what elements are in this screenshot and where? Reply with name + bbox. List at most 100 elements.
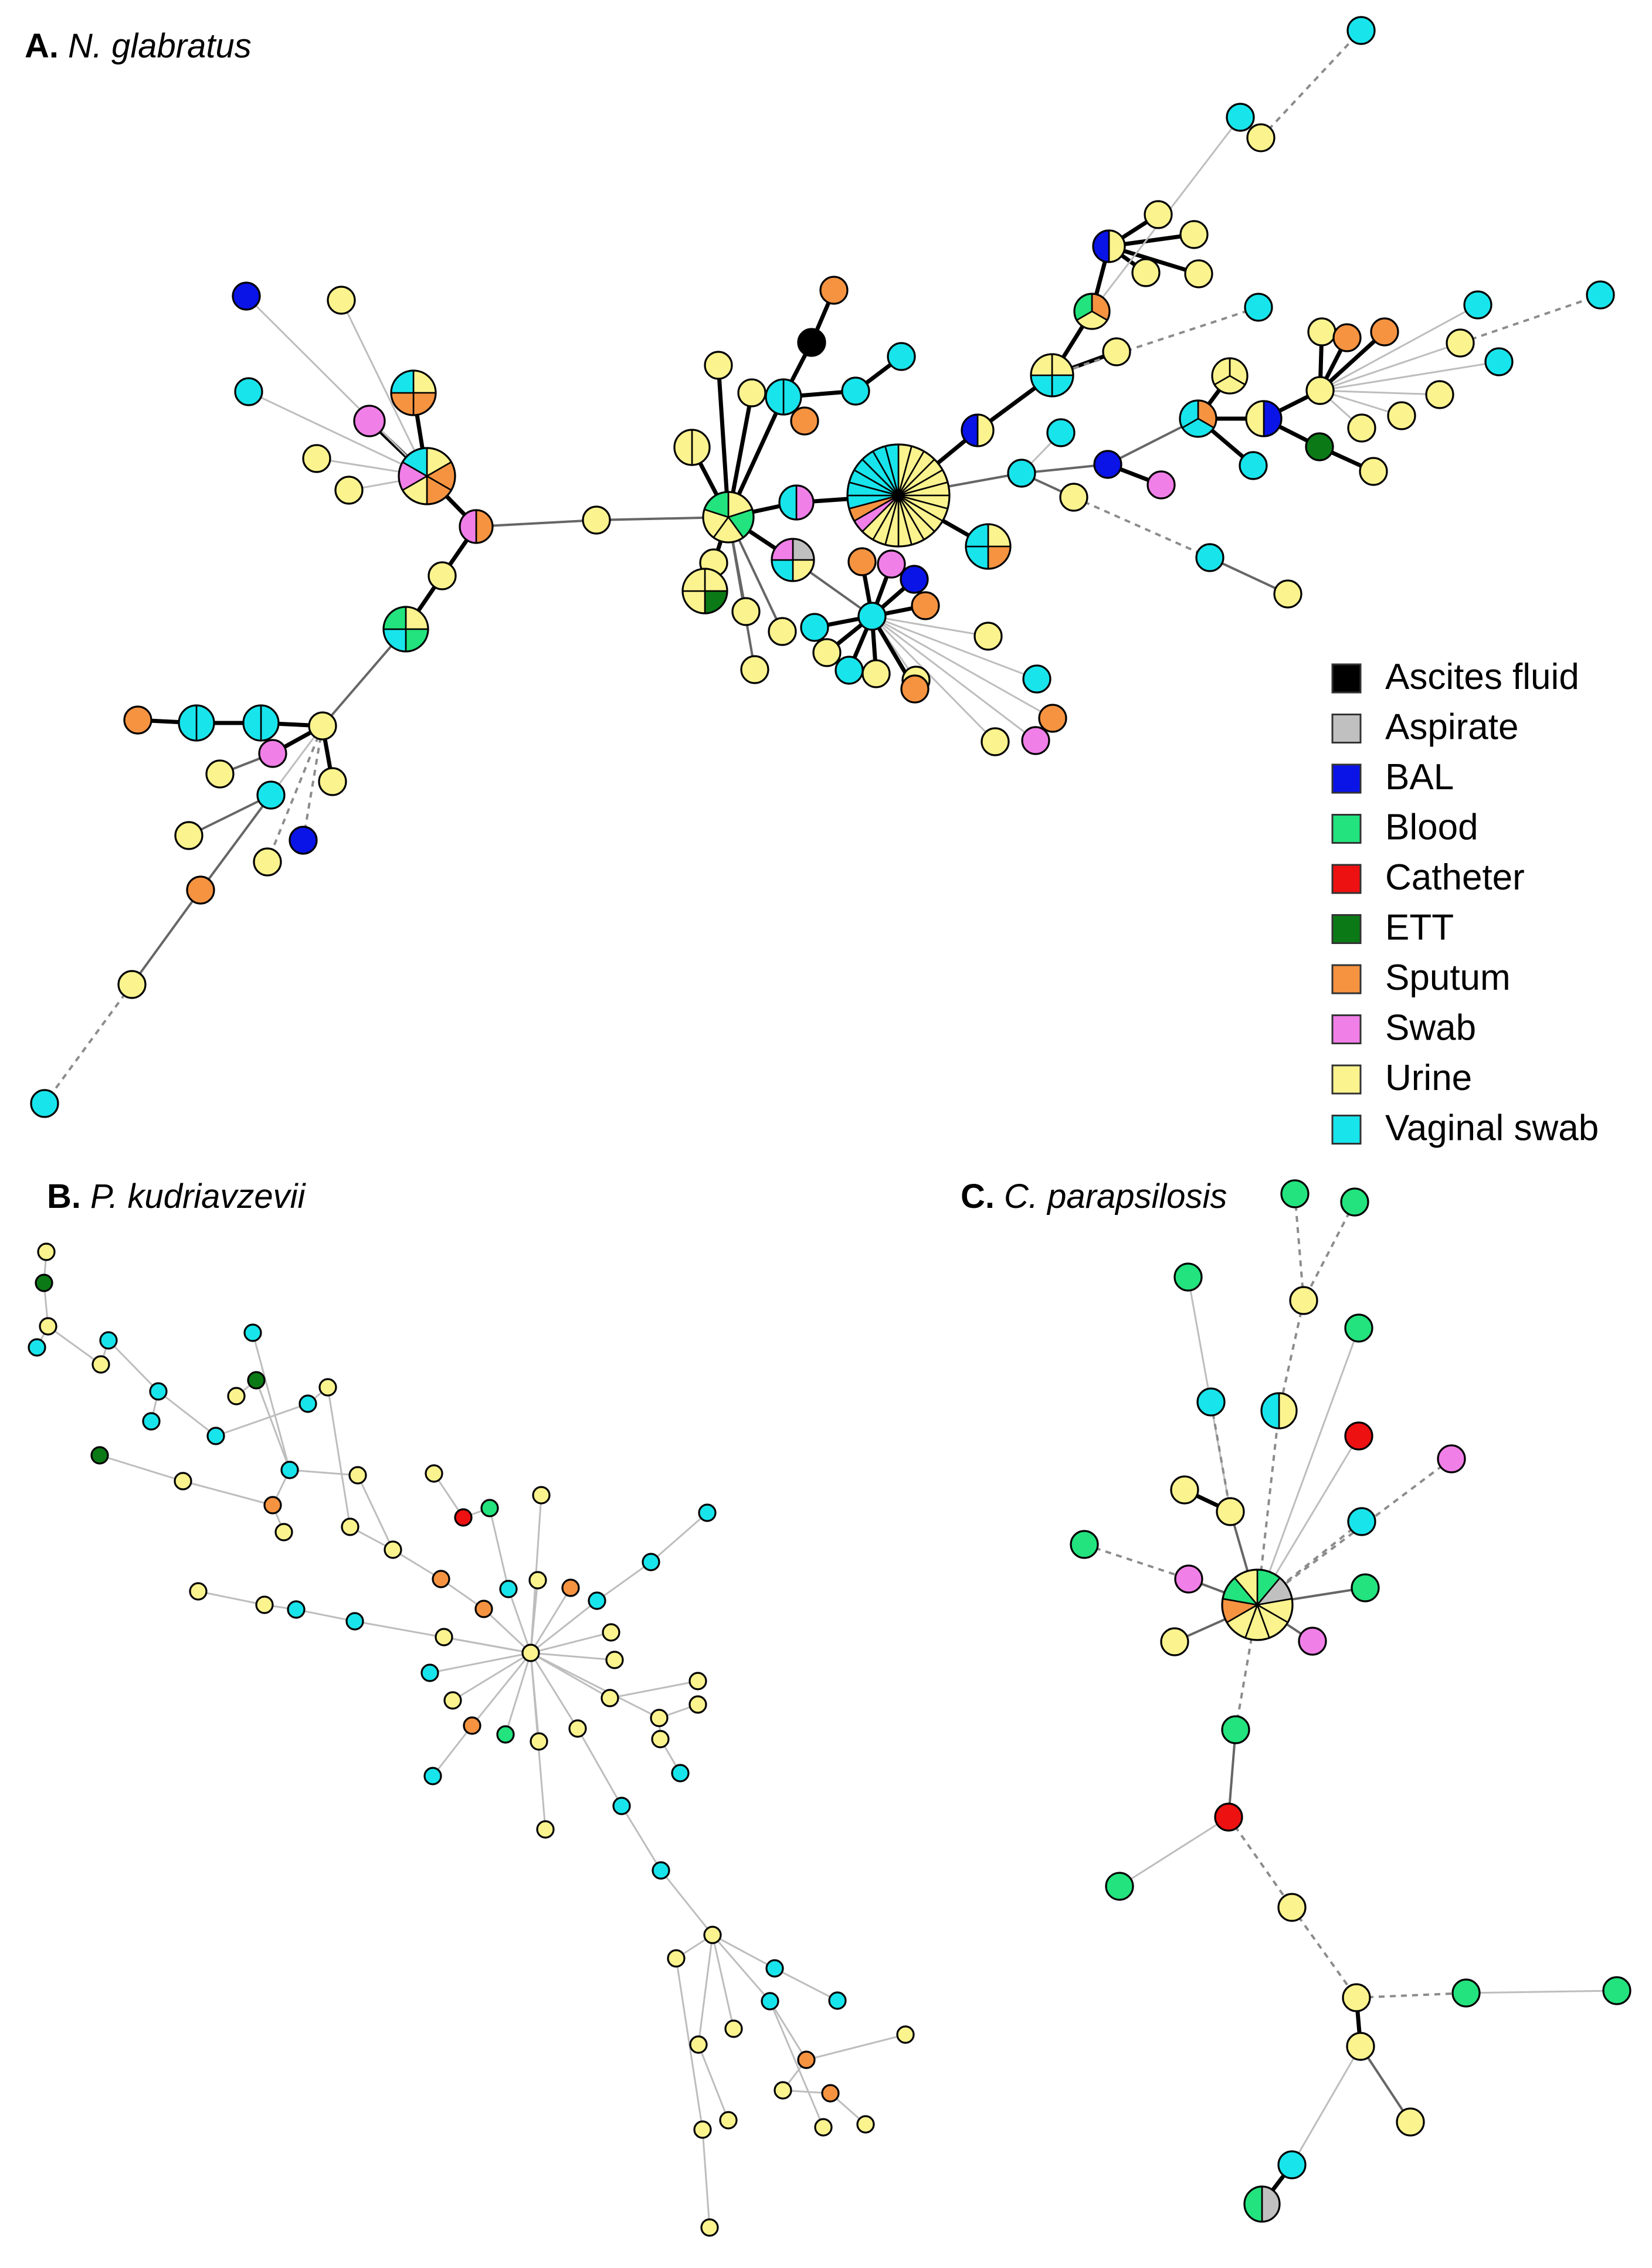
isolate-node-b72: [693, 2120, 712, 2139]
isolate-node-b69: [856, 2115, 875, 2134]
link-b63-b58: [711, 1934, 735, 2029]
isolate-node-c27: [1277, 2150, 1307, 2179]
isolate-node-cS2: [790, 406, 819, 436]
isolate-node-rV3: [1195, 543, 1224, 572]
isolate-node-c17: [1298, 1627, 1327, 1656]
isolate-node-b37: [605, 1651, 624, 1669]
legend-swatch-swab: [1331, 1014, 1362, 1044]
isolate-node-b50: [688, 1672, 707, 1690]
isolate-node-b9: [206, 1427, 225, 1445]
isolate-node-c6: [1196, 1387, 1226, 1417]
isolate-node-sV: [1239, 451, 1268, 480]
isolate-node-sU6: [1425, 380, 1454, 409]
isolate-node-rV4: [1244, 293, 1273, 322]
isolate-node-b53: [651, 1730, 670, 1748]
legend-label-sputum: Sputum: [1385, 958, 1511, 998]
isolate-node-b73: [700, 2218, 719, 2237]
isolate-node-c22: [1342, 1983, 1371, 2012]
legend-item-ascites: Ascites fluid: [1331, 657, 1579, 697]
isolate-node-b66: [774, 2081, 792, 2100]
isolate-node-b29: [528, 1571, 547, 1590]
isolate-node-c13: [1070, 1530, 1099, 1559]
isolate-node-cV1: [841, 376, 870, 406]
isolate-node-rV2: [1046, 418, 1076, 447]
isolate-node-v11: [973, 622, 1003, 651]
link-b37-hub: [530, 1652, 615, 1661]
isolate-node-c19: [1214, 1802, 1243, 1832]
link-c19-c21: [1227, 1816, 1293, 1909]
link-b30-hub: [530, 1587, 572, 1654]
isolate-node-b30: [561, 1578, 580, 1597]
isolate-node-c7: [1260, 1392, 1298, 1430]
legend-swatch-ascites: [1331, 663, 1362, 694]
isolate-node-v5: [800, 613, 829, 642]
link-b32-b31: [596, 1561, 652, 1602]
isolate-node-lBAL: [232, 281, 261, 311]
isolate-node-c18: [1221, 1715, 1250, 1744]
link-vhub-v11: [871, 615, 989, 637]
link-b56-b47: [576, 1728, 623, 1807]
isolate-node-sU1: [1211, 357, 1249, 395]
isolate-node-c3: [737, 378, 766, 408]
isolate-node-sU3: [1307, 317, 1336, 347]
link-b31-hub: [530, 1600, 598, 1654]
isolate-node-b20: [341, 1517, 359, 1536]
isolate-node-b62: [761, 1992, 779, 2011]
link-vhub-v14: [871, 615, 1036, 742]
isolate-node-lV1: [234, 377, 263, 406]
isolate-node-v2: [877, 549, 906, 579]
link-hubL-lV1: [248, 391, 428, 477]
isolate-node-rB: [1093, 450, 1122, 479]
link-c19-c20: [1119, 1816, 1229, 1887]
legend-swatch-bal: [1331, 763, 1362, 794]
isolate-node-rW: [1146, 470, 1176, 500]
isolate-node-tU6: [117, 970, 147, 999]
isolate-node-cV2: [887, 342, 916, 371]
isolate-node-c2: [1340, 1187, 1369, 1217]
isolate-node-c28: [1243, 2185, 1281, 2223]
legend-item-aspirate: Aspirate: [1331, 707, 1518, 748]
isolate-node-link: [582, 505, 611, 535]
isolate-node-b36: [602, 1623, 620, 1642]
link-b7-b9: [158, 1390, 216, 1437]
legend-item-blood: Blood: [1331, 807, 1478, 848]
isolate-node-tV3: [256, 780, 286, 810]
isolate-node-b23: [425, 1464, 443, 1483]
isolate-node-b8: [142, 1412, 161, 1431]
panel-b-letter: B.: [47, 1177, 81, 1216]
link-b45-hub: [504, 1652, 532, 1735]
isolate-node-cU8: [740, 655, 769, 684]
legend-swatch-vaginal: [1331, 1115, 1362, 1145]
link-sH-sV2: [1319, 304, 1478, 392]
panel-b-species: P. kudriavzevii: [90, 1177, 307, 1216]
link-b60-b58: [712, 1934, 775, 1970]
link-vhub-v15: [871, 615, 996, 743]
link-c13-c14: [1084, 1543, 1189, 1580]
isolate-node-v7: [835, 656, 864, 685]
isolate-node-b32: [642, 1553, 660, 1571]
isolate-node-b71: [719, 2111, 738, 2130]
isolate-node-rU4: [1144, 200, 1173, 229]
link-mid-link: [476, 519, 597, 528]
link-sU5-sV4: [1460, 294, 1601, 344]
isolate-node-rV6: [1346, 16, 1376, 45]
isolate-node-cPie: [681, 568, 728, 614]
link-hub-c18: [1234, 1604, 1258, 1730]
isolate-node-sV3: [1484, 347, 1514, 376]
isolate-node-b27: [532, 1486, 551, 1505]
isolate-node-b43: [443, 1691, 462, 1710]
legend-label-vaginal: Vaginal swab: [1385, 1108, 1599, 1149]
isolate-node-v15: [981, 727, 1010, 756]
isolate-node-tB: [289, 826, 318, 855]
isolate-node-tV1: [178, 704, 215, 742]
link-b57-b56: [620, 1805, 662, 1871]
legend-label-blood: Blood: [1385, 807, 1478, 848]
link-b26-b28: [489, 1508, 510, 1590]
isolate-node-tU2: [205, 759, 235, 789]
isolate-node-b47: [568, 1719, 587, 1738]
isolate-node-c8: [1344, 1421, 1373, 1451]
isolate-node-b16: [318, 1378, 337, 1397]
isolate-node-tU5: [253, 847, 282, 877]
isolate-node-b48: [423, 1767, 442, 1785]
